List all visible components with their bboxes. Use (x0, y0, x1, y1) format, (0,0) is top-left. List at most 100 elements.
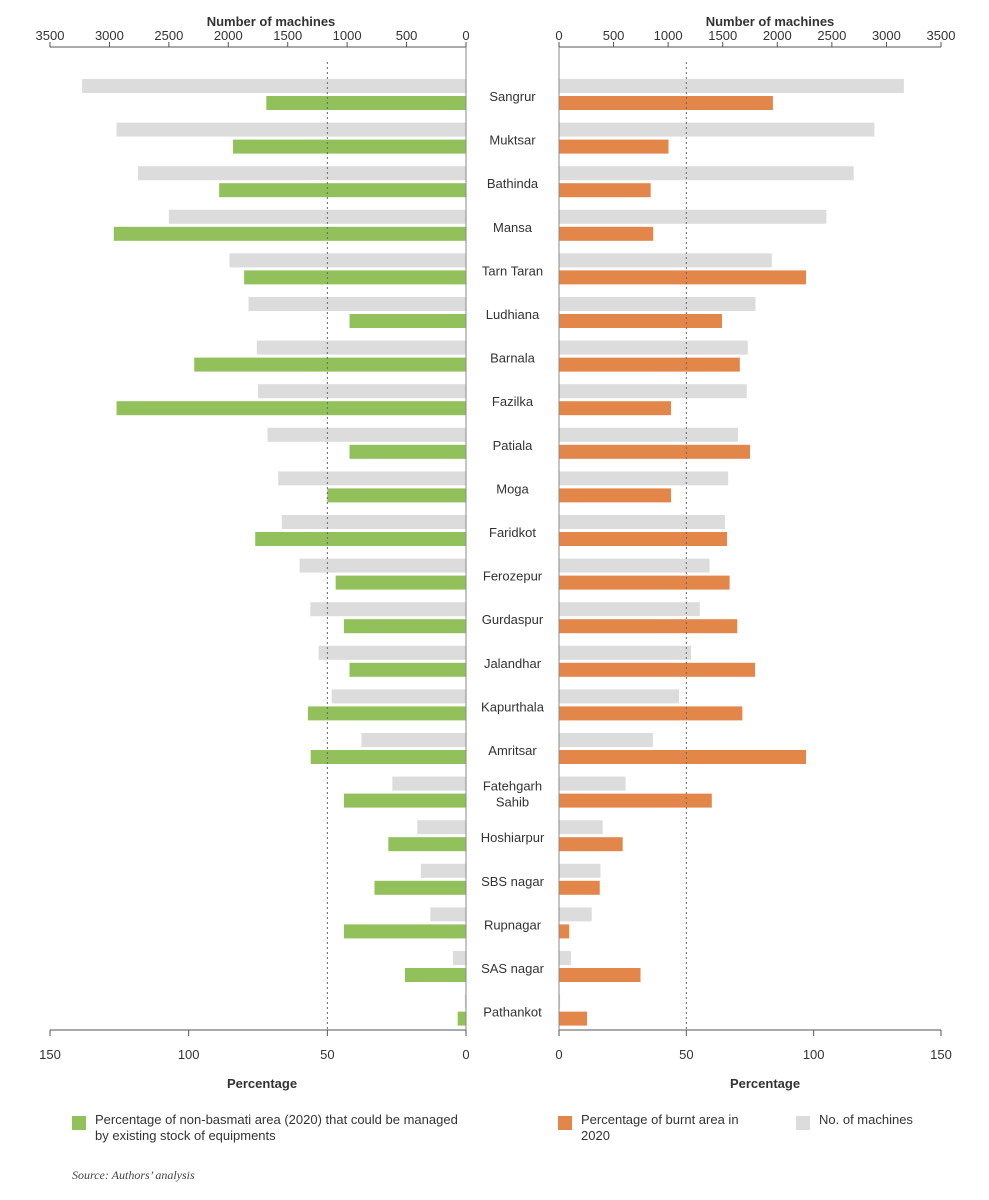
category-label: Patiala (493, 438, 534, 453)
right-percentage-bar (559, 270, 807, 285)
right-percentage-bar (559, 139, 669, 154)
left-machines-bar (137, 166, 466, 181)
category-label: Faridkot (489, 525, 536, 540)
category-label: Moga (496, 481, 529, 496)
category-label: Jalandhar (484, 656, 542, 671)
left-top-tick-label: 3500 (36, 28, 65, 43)
right-top-tick-label: 3000 (872, 28, 901, 43)
left-top-tick-label: 1500 (273, 28, 302, 43)
left-percentage-bar (349, 444, 466, 459)
right-percentage-bar (559, 532, 728, 546)
left-machines-bar (430, 907, 466, 922)
right-machines-bar (559, 471, 729, 486)
category-label: SAS nagar (481, 961, 545, 976)
right-machines-bar (559, 907, 592, 922)
left-percentage-bar (327, 488, 466, 503)
right-bottom-tick-label: 100 (803, 1047, 825, 1062)
left-machines-bar (452, 951, 466, 965)
category-label: Amritsar (488, 743, 537, 758)
right-percentage-bar (559, 924, 570, 939)
right-percentage-bar (559, 575, 730, 590)
right-percentage-bar (559, 183, 651, 198)
left-top-tick-label: 2000 (214, 28, 243, 43)
right-percentage-bar (559, 793, 712, 808)
right-machines-bar (559, 994, 561, 1009)
category-label: Muktsar (489, 133, 536, 148)
right-percentage-bar (559, 837, 623, 852)
left-percentage-bar (310, 750, 466, 764)
right-percentage-bar (559, 401, 672, 416)
left-percentage-bar (266, 96, 466, 110)
left-machines-bar (278, 471, 466, 486)
left-percentage-bar (457, 1011, 466, 1026)
right-top-tick-label: 2000 (763, 28, 792, 43)
left-machines-bar (256, 340, 466, 355)
left-machines-bar (392, 776, 466, 791)
right-percentage-bar (559, 488, 672, 503)
left-top-tick-label: 0 (462, 28, 469, 43)
right-top-tick-label: 2500 (817, 28, 846, 43)
right-percentage-bar (559, 96, 773, 110)
left-machines-bar (464, 994, 466, 1009)
left-top-tick-label: 3000 (95, 28, 124, 43)
left-percentage-bar (335, 575, 466, 590)
legend-swatch-orange (558, 1116, 572, 1130)
legend-label-orange: Percentage of burnt area in 2020 (581, 1112, 739, 1143)
left-percentage-bar (307, 706, 466, 721)
right-machines-bar (559, 122, 875, 137)
category-label: Ludhiana (486, 307, 540, 322)
left-percentage-bar (233, 139, 466, 154)
legend-swatch-green (72, 1116, 86, 1130)
right-percentage-bar (559, 968, 641, 982)
category-label: SBS nagar (481, 874, 545, 889)
right-machines-bar (559, 209, 827, 224)
left-machines-bar (331, 689, 466, 704)
category-label: Fatehgarh (483, 779, 542, 794)
right-machines-bar (559, 689, 680, 704)
left-percentage-bar (343, 793, 466, 808)
left-percentage-bar (255, 532, 466, 546)
left-percentage-bar (349, 662, 466, 677)
left-percentage-bar (388, 837, 466, 852)
category-label: Barnala (490, 351, 536, 366)
left-bottom-tick-label: 0 (462, 1047, 469, 1062)
right-top-tick-label: 3500 (927, 28, 956, 43)
left-percentage-bar (113, 226, 466, 241)
left-machines-bar (82, 79, 466, 93)
category-label: Sahib (496, 795, 529, 810)
right-percentage-bar (559, 226, 654, 241)
right-machines-bar (559, 951, 572, 965)
right-top-tick-label: 0 (555, 28, 562, 43)
legend-swatch-gray (796, 1116, 810, 1130)
legend-label-green: Percentage of non-basmati area (2020) th… (95, 1112, 458, 1143)
right-percentage-bar (559, 662, 756, 677)
right-machines-bar (559, 166, 854, 181)
left-percentage-bar (404, 968, 466, 982)
category-label: Kapurthala (481, 699, 545, 714)
category-label: Rupnagar (484, 917, 542, 932)
category-label: Pathankot (483, 1005, 542, 1020)
right-machines-bar (559, 645, 692, 660)
right-machines-bar (559, 340, 748, 355)
butterfly-bar-chart: Number of machines Number of machines Perc… (36, 14, 956, 1091)
left-percentage-bar (219, 183, 466, 198)
category-label: Fazilka (492, 394, 534, 409)
right-machines-bar (559, 558, 710, 573)
left-percentage-bar (116, 401, 466, 416)
category-label: Ferozepur (483, 569, 543, 584)
right-percentage-bar (559, 1011, 588, 1026)
right-percentage-bar (559, 880, 600, 895)
left-machines-bar (248, 297, 466, 311)
left-machines-bar (417, 820, 466, 835)
right-machines-bar (559, 384, 747, 399)
right-machines-bar (559, 863, 601, 878)
category-label: Hoshiarpur (481, 830, 545, 845)
left-bottom-tick-label: 100 (178, 1047, 200, 1062)
left-top-tick-label: 2500 (154, 28, 183, 43)
right-bottom-tick-label: 150 (930, 1047, 952, 1062)
legend-label-gray: No. of machines (819, 1112, 913, 1127)
category-label: Mansa (493, 220, 533, 235)
right-percentage-bar (559, 750, 807, 764)
left-machines-bar (116, 122, 466, 137)
left-top-axis-title: Number of machines (207, 14, 336, 29)
